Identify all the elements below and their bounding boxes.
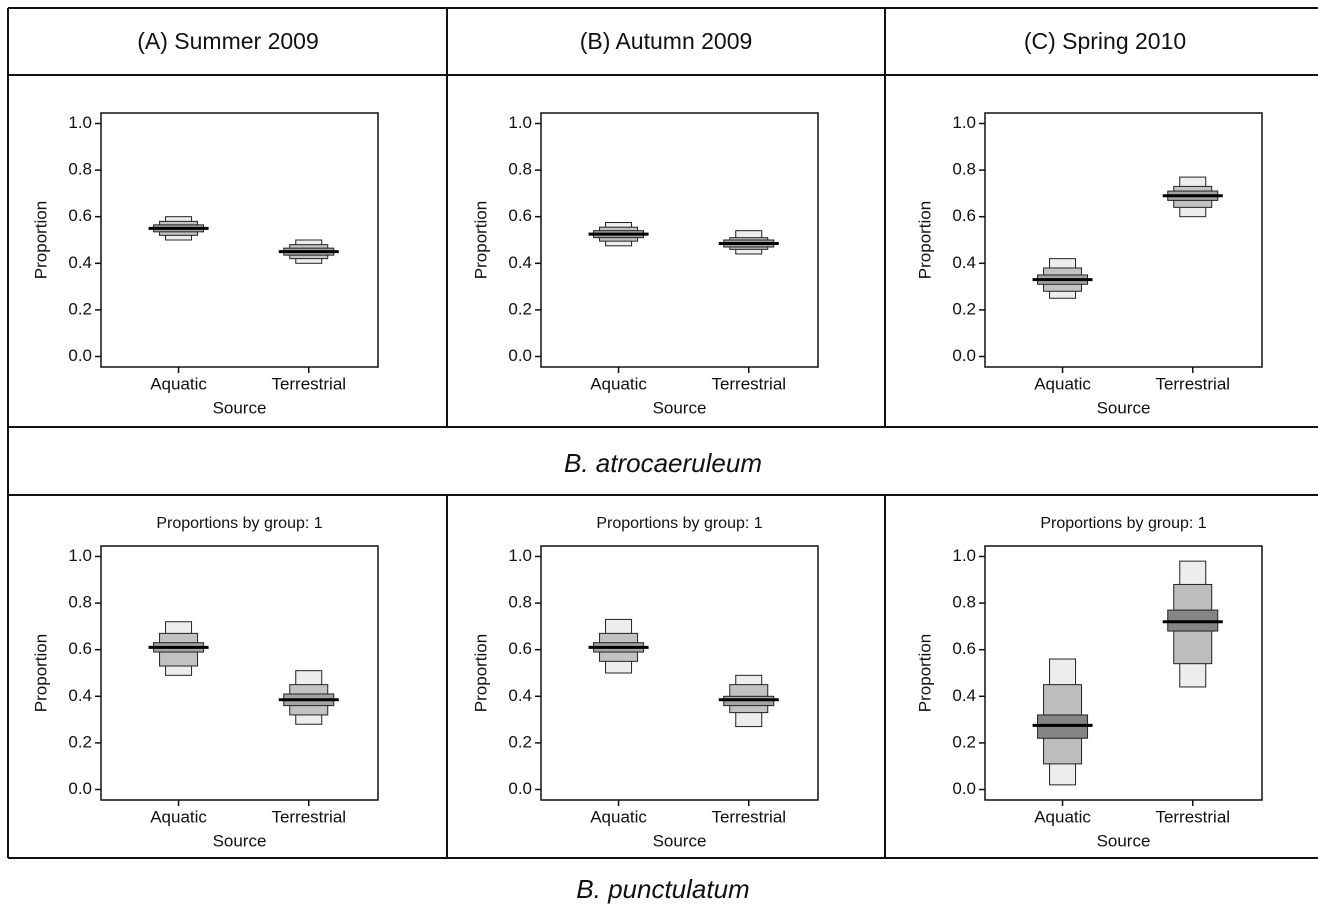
y-tick-label: 0.2	[508, 732, 532, 751]
y-tick-label: 0.6	[952, 639, 976, 658]
y-tick-label: 0.6	[952, 206, 976, 225]
y-tick-label: 0.4	[68, 686, 92, 705]
y-axis-title: Proportion	[31, 634, 50, 712]
y-tick-label: 0.0	[68, 779, 92, 798]
x-tick-label: Aquatic	[1034, 807, 1091, 826]
x-tick-label: Terrestrial	[1155, 374, 1230, 393]
y-tick-label: 1.0	[952, 113, 976, 132]
x-axis-title: Source	[213, 831, 267, 850]
y-tick-label: 1.0	[68, 546, 92, 565]
y-axis-title: Proportion	[915, 201, 934, 279]
plot-frame	[540, 545, 819, 801]
x-tick-label: Terrestrial	[271, 807, 346, 826]
plot-frame	[540, 112, 819, 368]
x-tick-label: Aquatic	[1034, 374, 1091, 393]
x-axis-title: Source	[1097, 831, 1151, 850]
x-axis-title: Source	[653, 831, 707, 850]
y-tick-label: 1.0	[68, 113, 92, 132]
plot-frame	[984, 545, 1263, 801]
y-tick-label: 0.2	[508, 299, 532, 318]
y-tick-label: 0.8	[508, 593, 532, 612]
y-tick-label: 0.6	[508, 639, 532, 658]
y-tick-label: 0.4	[68, 253, 92, 272]
x-axis-title: Source	[1097, 398, 1151, 417]
row-label: B. punctulatum	[576, 874, 749, 904]
y-tick-label: 0.8	[952, 593, 976, 612]
y-axis-title: Proportion	[31, 201, 50, 279]
column-header: (B) Autumn 2009	[580, 28, 753, 54]
chart-title: Proportions by group: 1	[1040, 515, 1206, 532]
y-tick-label: 0.6	[68, 206, 92, 225]
x-tick-label: Terrestrial	[1155, 807, 1230, 826]
column-header: (C) Spring 2010	[1024, 28, 1186, 54]
y-tick-label: 0.2	[68, 732, 92, 751]
y-tick-label: 0.8	[68, 593, 92, 612]
x-axis-title: Source	[213, 398, 267, 417]
y-axis-title: Proportion	[471, 201, 490, 279]
x-tick-label: Terrestrial	[711, 374, 786, 393]
y-axis-title: Proportion	[915, 634, 934, 712]
y-tick-label: 0.0	[508, 779, 532, 798]
y-tick-label: 0.2	[952, 732, 976, 751]
row-label: B. atrocaeruleum	[564, 448, 762, 478]
y-tick-label: 0.4	[508, 253, 532, 272]
y-tick-label: 0.8	[508, 160, 532, 179]
column-header: (A) Summer 2009	[137, 28, 319, 54]
y-tick-label: 0.6	[508, 206, 532, 225]
y-tick-label: 0.2	[68, 299, 92, 318]
y-tick-label: 0.0	[68, 346, 92, 365]
x-tick-label: Aquatic	[150, 807, 207, 826]
x-tick-label: Aquatic	[590, 374, 647, 393]
y-tick-label: 0.2	[952, 299, 976, 318]
plot-frame	[984, 112, 1263, 368]
y-tick-label: 1.0	[508, 546, 532, 565]
x-tick-label: Aquatic	[150, 374, 207, 393]
x-tick-label: Aquatic	[590, 807, 647, 826]
x-tick-label: Terrestrial	[711, 807, 786, 826]
plot-frame	[100, 545, 379, 801]
x-tick-label: Terrestrial	[271, 374, 346, 393]
y-tick-label: 0.8	[952, 160, 976, 179]
y-tick-label: 0.4	[952, 253, 976, 272]
y-tick-label: 0.0	[508, 346, 532, 365]
y-tick-label: 0.6	[68, 639, 92, 658]
y-tick-label: 0.4	[508, 686, 532, 705]
plot-frame	[100, 112, 379, 368]
y-tick-label: 1.0	[952, 546, 976, 565]
y-tick-label: 1.0	[508, 113, 532, 132]
chart-title: Proportions by group: 1	[156, 515, 322, 532]
y-axis-title: Proportion	[471, 634, 490, 712]
y-tick-label: 0.0	[952, 779, 976, 798]
chart-title: Proportions by group: 1	[596, 515, 762, 532]
y-tick-label: 0.8	[68, 160, 92, 179]
x-axis-title: Source	[653, 398, 707, 417]
y-tick-label: 0.4	[952, 686, 976, 705]
y-tick-label: 0.0	[952, 346, 976, 365]
